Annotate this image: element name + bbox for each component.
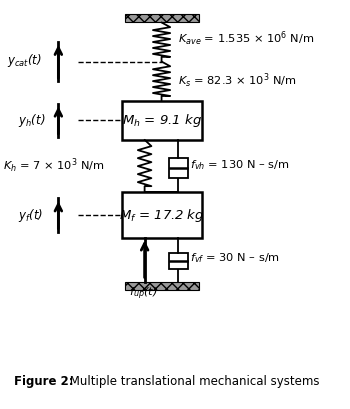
Bar xyxy=(169,253,188,270)
Text: $y_f$(t): $y_f$(t) xyxy=(18,207,43,224)
Text: $K_{ave}$ = 1.535 × 10$^6$ N/m: $K_{ave}$ = 1.535 × 10$^6$ N/m xyxy=(177,30,314,48)
Text: $K_h$ = 7 × 10$^3$ N/m: $K_h$ = 7 × 10$^3$ N/m xyxy=(3,157,105,175)
Text: Figure 2:: Figure 2: xyxy=(14,375,74,388)
Text: $M_h$ = 9.1 kg: $M_h$ = 9.1 kg xyxy=(121,112,202,129)
Text: $y_{cat}$(t): $y_{cat}$(t) xyxy=(7,52,42,69)
Bar xyxy=(125,14,198,22)
Text: $f_{vf}$ = 30 N – s/m: $f_{vf}$ = 30 N – s/m xyxy=(190,251,280,265)
Text: $f_{up}$(t): $f_{up}$(t) xyxy=(129,285,158,302)
Text: $y_h$(t): $y_h$(t) xyxy=(18,112,46,129)
Text: $K_s$ = 82.3 × 10$^3$ N/m: $K_s$ = 82.3 × 10$^3$ N/m xyxy=(177,72,296,90)
Bar xyxy=(169,158,188,178)
Bar xyxy=(121,101,202,140)
Bar xyxy=(125,282,198,290)
Text: Multiple translational mechanical systems: Multiple translational mechanical system… xyxy=(66,375,320,388)
Text: $M_f$ = 17.2 kg: $M_f$ = 17.2 kg xyxy=(119,207,204,224)
Bar xyxy=(121,193,202,238)
Text: $f_{vh}$ = 130 N – s/m: $f_{vh}$ = 130 N – s/m xyxy=(190,158,289,171)
